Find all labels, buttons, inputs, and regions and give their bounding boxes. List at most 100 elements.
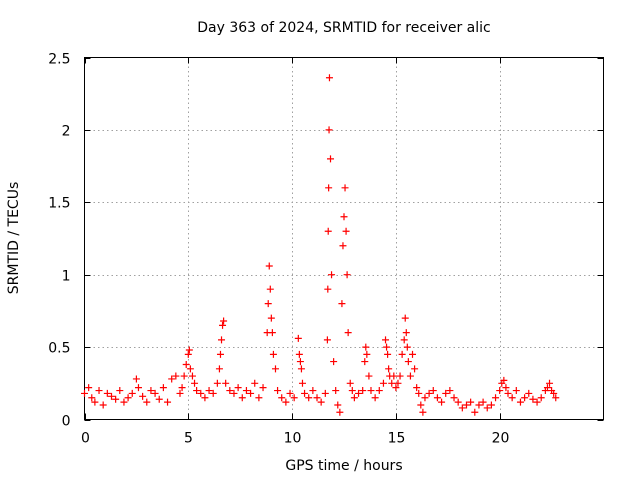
data-point bbox=[467, 398, 475, 406]
data-point bbox=[251, 379, 259, 387]
data-point bbox=[218, 336, 226, 344]
data-point bbox=[185, 346, 193, 354]
data-point bbox=[182, 360, 190, 368]
data-point bbox=[278, 394, 286, 402]
data-point bbox=[226, 387, 234, 395]
data-point bbox=[213, 379, 221, 387]
data-point bbox=[342, 227, 350, 235]
data-point bbox=[234, 384, 242, 392]
y-tick-label: 0.5 bbox=[48, 341, 70, 357]
data-point bbox=[394, 379, 402, 387]
x-tick-label: 15 bbox=[388, 431, 406, 447]
data-point bbox=[269, 350, 277, 358]
data-point bbox=[274, 387, 282, 395]
data-point bbox=[209, 389, 217, 397]
data-point bbox=[537, 394, 545, 402]
data-point bbox=[403, 343, 411, 351]
data-point bbox=[350, 394, 358, 402]
data-point bbox=[85, 384, 93, 392]
data-point bbox=[483, 404, 491, 412]
data-point bbox=[375, 387, 383, 395]
data-point bbox=[479, 398, 487, 406]
data-point bbox=[446, 387, 454, 395]
data-point bbox=[188, 372, 196, 380]
data-point bbox=[247, 389, 255, 397]
data-point bbox=[454, 398, 462, 406]
data-point bbox=[290, 394, 298, 402]
data-point bbox=[344, 329, 352, 337]
data-point bbox=[99, 401, 107, 409]
data-point bbox=[168, 375, 176, 383]
data-point bbox=[159, 384, 167, 392]
data-point bbox=[134, 384, 142, 392]
data-point bbox=[508, 394, 516, 402]
data-point bbox=[107, 392, 115, 400]
data-point bbox=[301, 389, 309, 397]
plot-frame bbox=[84, 57, 604, 420]
data-point bbox=[313, 394, 321, 402]
data-point bbox=[328, 271, 336, 279]
data-point bbox=[268, 329, 276, 337]
data-point bbox=[401, 314, 409, 322]
data-point bbox=[238, 394, 246, 402]
data-point bbox=[215, 365, 223, 373]
data-point bbox=[321, 389, 329, 397]
chart-title: Day 363 of 2024, SRMTID for receiver ali… bbox=[197, 20, 490, 36]
data-point bbox=[255, 394, 263, 402]
data-point bbox=[487, 401, 495, 409]
data-point bbox=[521, 394, 529, 402]
y-axis-label: SRMTID / TECUs bbox=[6, 182, 22, 295]
data-point bbox=[197, 389, 205, 397]
data-point bbox=[415, 389, 423, 397]
axis-ticks bbox=[84, 57, 604, 421]
data-point bbox=[365, 372, 373, 380]
data-point bbox=[500, 376, 508, 384]
x-tick-label: 10 bbox=[284, 431, 302, 447]
data-point bbox=[529, 395, 537, 403]
data-point bbox=[409, 350, 417, 358]
data-point bbox=[186, 365, 194, 373]
data-point bbox=[504, 389, 512, 397]
data-point bbox=[533, 398, 541, 406]
data-point bbox=[419, 408, 427, 416]
x-tick-label: 0 bbox=[81, 431, 90, 447]
data-point bbox=[411, 365, 419, 373]
data-point bbox=[265, 262, 273, 270]
data-point bbox=[334, 401, 342, 409]
data-point bbox=[546, 379, 554, 387]
data-point bbox=[193, 387, 201, 395]
data-point bbox=[543, 384, 551, 392]
data-point bbox=[332, 387, 340, 395]
data-point bbox=[340, 213, 348, 221]
data-point bbox=[155, 395, 163, 403]
data-point bbox=[382, 336, 390, 344]
data-point bbox=[406, 372, 414, 380]
data-point bbox=[317, 398, 325, 406]
data-point bbox=[324, 285, 332, 293]
data-point bbox=[222, 379, 230, 387]
data-point bbox=[120, 398, 128, 406]
data-point bbox=[348, 387, 356, 395]
data-point bbox=[398, 350, 406, 358]
data-point bbox=[242, 387, 250, 395]
data-point bbox=[297, 365, 305, 373]
data-point bbox=[305, 394, 313, 402]
data-point bbox=[362, 343, 370, 351]
data-point bbox=[180, 372, 188, 380]
data-point bbox=[324, 227, 332, 235]
data-point bbox=[139, 392, 147, 400]
data-point bbox=[433, 394, 441, 402]
data-point bbox=[404, 358, 412, 366]
data-point bbox=[172, 372, 180, 380]
data-point bbox=[343, 271, 351, 279]
data-point bbox=[552, 394, 560, 402]
data-point bbox=[151, 389, 159, 397]
y-tick-label: 0 bbox=[62, 414, 71, 430]
data-point bbox=[219, 321, 227, 329]
data-point bbox=[216, 350, 224, 358]
data-point bbox=[128, 389, 136, 397]
data-point bbox=[176, 389, 184, 397]
x-tick-label: 20 bbox=[492, 431, 510, 447]
data-point bbox=[384, 350, 392, 358]
